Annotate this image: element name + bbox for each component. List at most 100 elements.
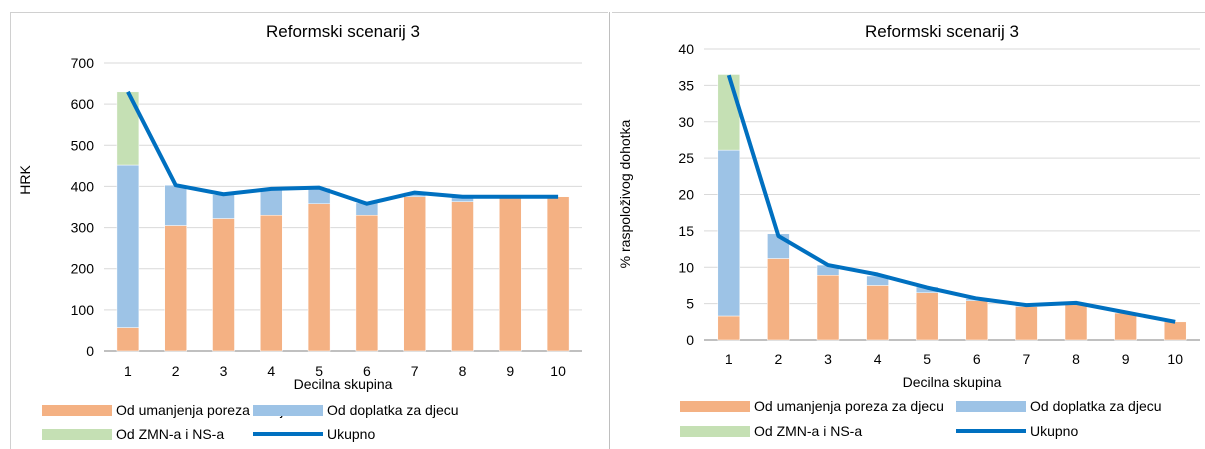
bar-segment-tax [164,225,187,352]
legend-swatch-zmn [42,428,112,440]
x-tick-label: 8 [1072,351,1080,367]
x-tick-label: 5 [923,351,931,367]
legend-item-tax: Od umanjenja poreza za djecu [680,398,944,414]
bar-segment-tax [1015,306,1038,341]
bar-segment-tax [1163,321,1187,341]
bar-segment-supplement [116,164,140,328]
bar-segment-tax [451,201,474,352]
y-tick-label: 700 [71,55,95,71]
legend-item-supplement: Od doplatka za djecu [956,398,1162,414]
y-tick-label: 100 [71,302,95,318]
bar-segment-zmn [717,74,741,151]
y-tick-label: 300 [71,220,95,236]
legend-label-zmn: Od ZMN-a i NS-a [754,423,863,439]
bar-segment-tax [1064,304,1088,341]
legend-swatch-tax [680,400,750,412]
legend-swatch-zmn [680,425,750,437]
y-tick-label: 200 [71,261,95,277]
y-tick-label: 500 [71,137,95,153]
bar-segment-tax [403,196,426,352]
chart-title: Reformski scenarij 3 [266,22,420,41]
bar-segment-supplement [212,194,235,219]
legend-item-total: Ukupno [956,423,1078,439]
legend-label-tax: Od umanjenja poreza za djecu [754,398,944,414]
x-tick-label: 6 [363,363,371,379]
bar-segment-tax [717,315,741,341]
bar-segment-tax [915,292,939,341]
bar-segment-supplement [260,189,283,216]
x-tick-label: 4 [874,351,882,367]
series-line-total [726,74,1176,324]
y-tick-label: 40 [678,41,694,57]
chart-left: Reformski scenarij 3 0 100 200 300 400 500 600 7… [17,22,582,392]
bar-segment-tax [212,218,235,352]
bar-segment-tax [816,275,840,341]
legend-swatch-total [956,429,1026,433]
y-tick-label: 0 [86,343,94,359]
legend-swatch-tax [42,404,112,416]
x-tick-label: 4 [267,363,275,379]
x-tick-label: 5 [315,363,323,379]
chart-right: Reformski scenarij 3 0 5 10 15 20 25 30 35 40 1 2 3 4… [617,22,1200,390]
x-tick-label: 3 [220,363,228,379]
x-tick-label: 9 [1122,351,1130,367]
y-tick-label: 10 [678,259,694,275]
legend-swatch-total [253,432,323,436]
legend-swatch-supplement [956,400,1026,412]
x-tick-label: 1 [124,363,132,379]
bar-segment-tax [767,258,790,341]
legend-label-total: Ukupno [327,426,376,442]
legend-item-zmn: Od ZMN-a i NS-a [680,423,862,439]
y-tick-label: 0 [686,332,694,348]
legend-item-supplement: Od doplatka za djecu [253,402,459,418]
x-tick-label: 2 [172,363,180,379]
bar-segment-tax [355,214,379,352]
x-tick-label: 7 [1023,351,1031,367]
x-tick-label: 10 [1167,351,1183,367]
legend-item-total: Ukupno [253,426,375,442]
x-axis-label: Decilna skupina [294,376,393,392]
x-tick-label: 7 [411,363,419,379]
chart-title: Reformski scenarij 3 [865,22,1019,41]
bar-segment-tax [499,197,522,352]
x-tick-label: 2 [775,351,783,367]
bar-segment-tax [1114,312,1137,341]
y-axis-label: HRK [17,165,33,195]
y-tick-label: 30 [678,114,694,130]
bar-segment-supplement [717,149,741,317]
x-tick-label: 3 [824,351,832,367]
chart-panel-left: Reformski scenarij 3 0 100 200 300 400 500 600 7… [10,12,608,449]
y-tick-label: 25 [678,150,694,166]
legend-label-supplement: Od doplatka za djecu [1030,398,1162,414]
legend-item-zmn: Od ZMN-a i NS-a [42,426,224,442]
legend-swatch-supplement [253,404,323,416]
y-tick-label: 35 [678,77,694,93]
chart-panel-right: Reformski scenarij 3 0 5 10 15 20 25 30 35 40 1 2 3 4… [612,0,1205,449]
y-tick-label: 5 [686,296,694,312]
legend-label-supplement: Od doplatka za djecu [327,402,459,418]
y-tick-label: 600 [71,96,95,112]
y-tick-label: 400 [71,178,95,194]
bar-segment-tax [866,285,889,341]
chart-frame-left [10,12,608,449]
x-axis-label: Decilna skupina [903,374,1002,390]
legend-label-zmn: Od ZMN-a i NS-a [116,426,225,442]
bar-segment-supplement [164,184,187,226]
bar-segment-tax [260,214,283,352]
x-tick-label: 6 [973,351,981,367]
series-line-total [126,90,559,206]
legend-label-total: Ukupno [1030,423,1079,439]
bar-segment-tax [546,196,570,352]
x-tick-label: 8 [459,363,467,379]
y-tick-label: 15 [678,223,694,239]
y-tick-label: 20 [678,187,694,203]
bar-segment-tax [307,203,331,352]
x-tick-label: 10 [550,363,566,379]
bar-segment-zmn [116,91,140,166]
bar-segment-tax [116,327,140,352]
x-tick-label: 9 [506,363,514,379]
bar-segment-tax [965,300,989,341]
y-axis-label: % raspoloživog dohotka [617,119,633,268]
panel-divider [609,12,610,449]
x-tick-label: 1 [725,351,733,367]
